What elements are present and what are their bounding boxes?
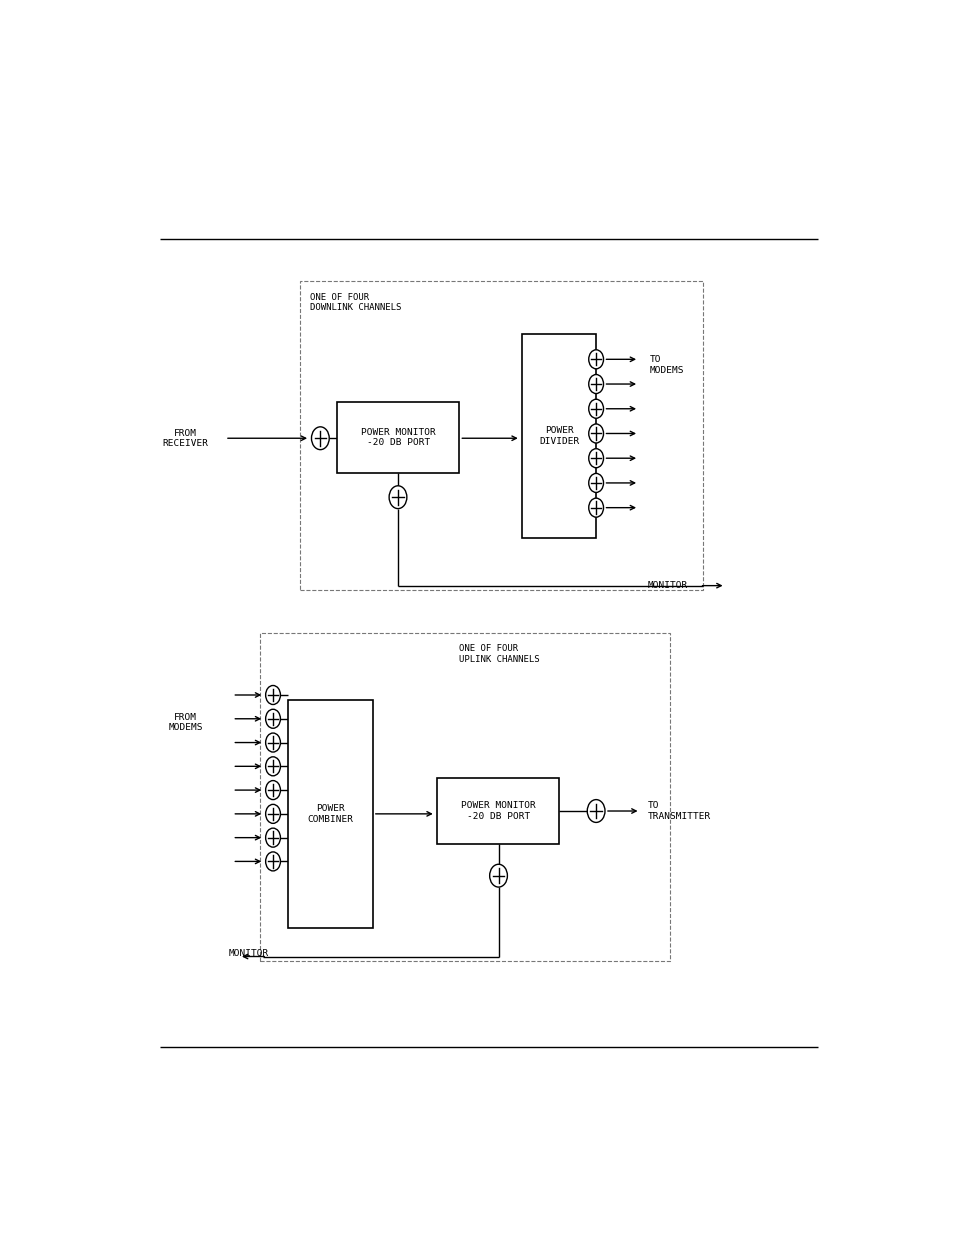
Text: POWER MONITOR
-20 DB PORT: POWER MONITOR -20 DB PORT (360, 429, 436, 447)
Text: POWER
DIVIDER: POWER DIVIDER (538, 426, 578, 446)
Circle shape (265, 709, 280, 729)
Circle shape (265, 757, 280, 776)
Circle shape (265, 804, 280, 824)
Circle shape (265, 852, 280, 871)
Circle shape (587, 799, 604, 823)
Bar (337, 403, 458, 473)
Circle shape (265, 781, 280, 799)
Circle shape (265, 734, 280, 752)
Circle shape (389, 485, 406, 509)
Bar (436, 778, 558, 845)
Bar (288, 700, 373, 927)
Text: FROM
RECEIVER: FROM RECEIVER (163, 429, 209, 448)
Bar (521, 333, 596, 538)
Text: TO
TRANSMITTER: TO TRANSMITTER (647, 802, 710, 821)
Circle shape (265, 829, 280, 847)
Text: POWER MONITOR
-20 DB PORT: POWER MONITOR -20 DB PORT (460, 802, 535, 821)
Circle shape (588, 498, 603, 517)
Circle shape (489, 864, 507, 887)
Text: FROM
MODEMS: FROM MODEMS (169, 713, 203, 732)
Circle shape (588, 448, 603, 468)
Text: ONE OF FOUR
UPLINK CHANNELS: ONE OF FOUR UPLINK CHANNELS (459, 645, 539, 663)
Circle shape (265, 685, 280, 704)
Text: POWER
COMBINER: POWER COMBINER (307, 804, 353, 824)
Circle shape (311, 427, 329, 450)
Bar (300, 282, 702, 590)
Circle shape (588, 473, 603, 493)
Text: MONITOR: MONITOR (647, 582, 687, 590)
Circle shape (588, 374, 603, 394)
Text: TO
MODEMS: TO MODEMS (649, 356, 684, 374)
Circle shape (588, 424, 603, 443)
Circle shape (588, 350, 603, 369)
Text: ONE OF FOUR
DOWNLINK CHANNELS: ONE OF FOUR DOWNLINK CHANNELS (310, 293, 401, 312)
Circle shape (588, 399, 603, 419)
Text: MONITOR: MONITOR (229, 950, 269, 958)
Bar (259, 634, 669, 961)
